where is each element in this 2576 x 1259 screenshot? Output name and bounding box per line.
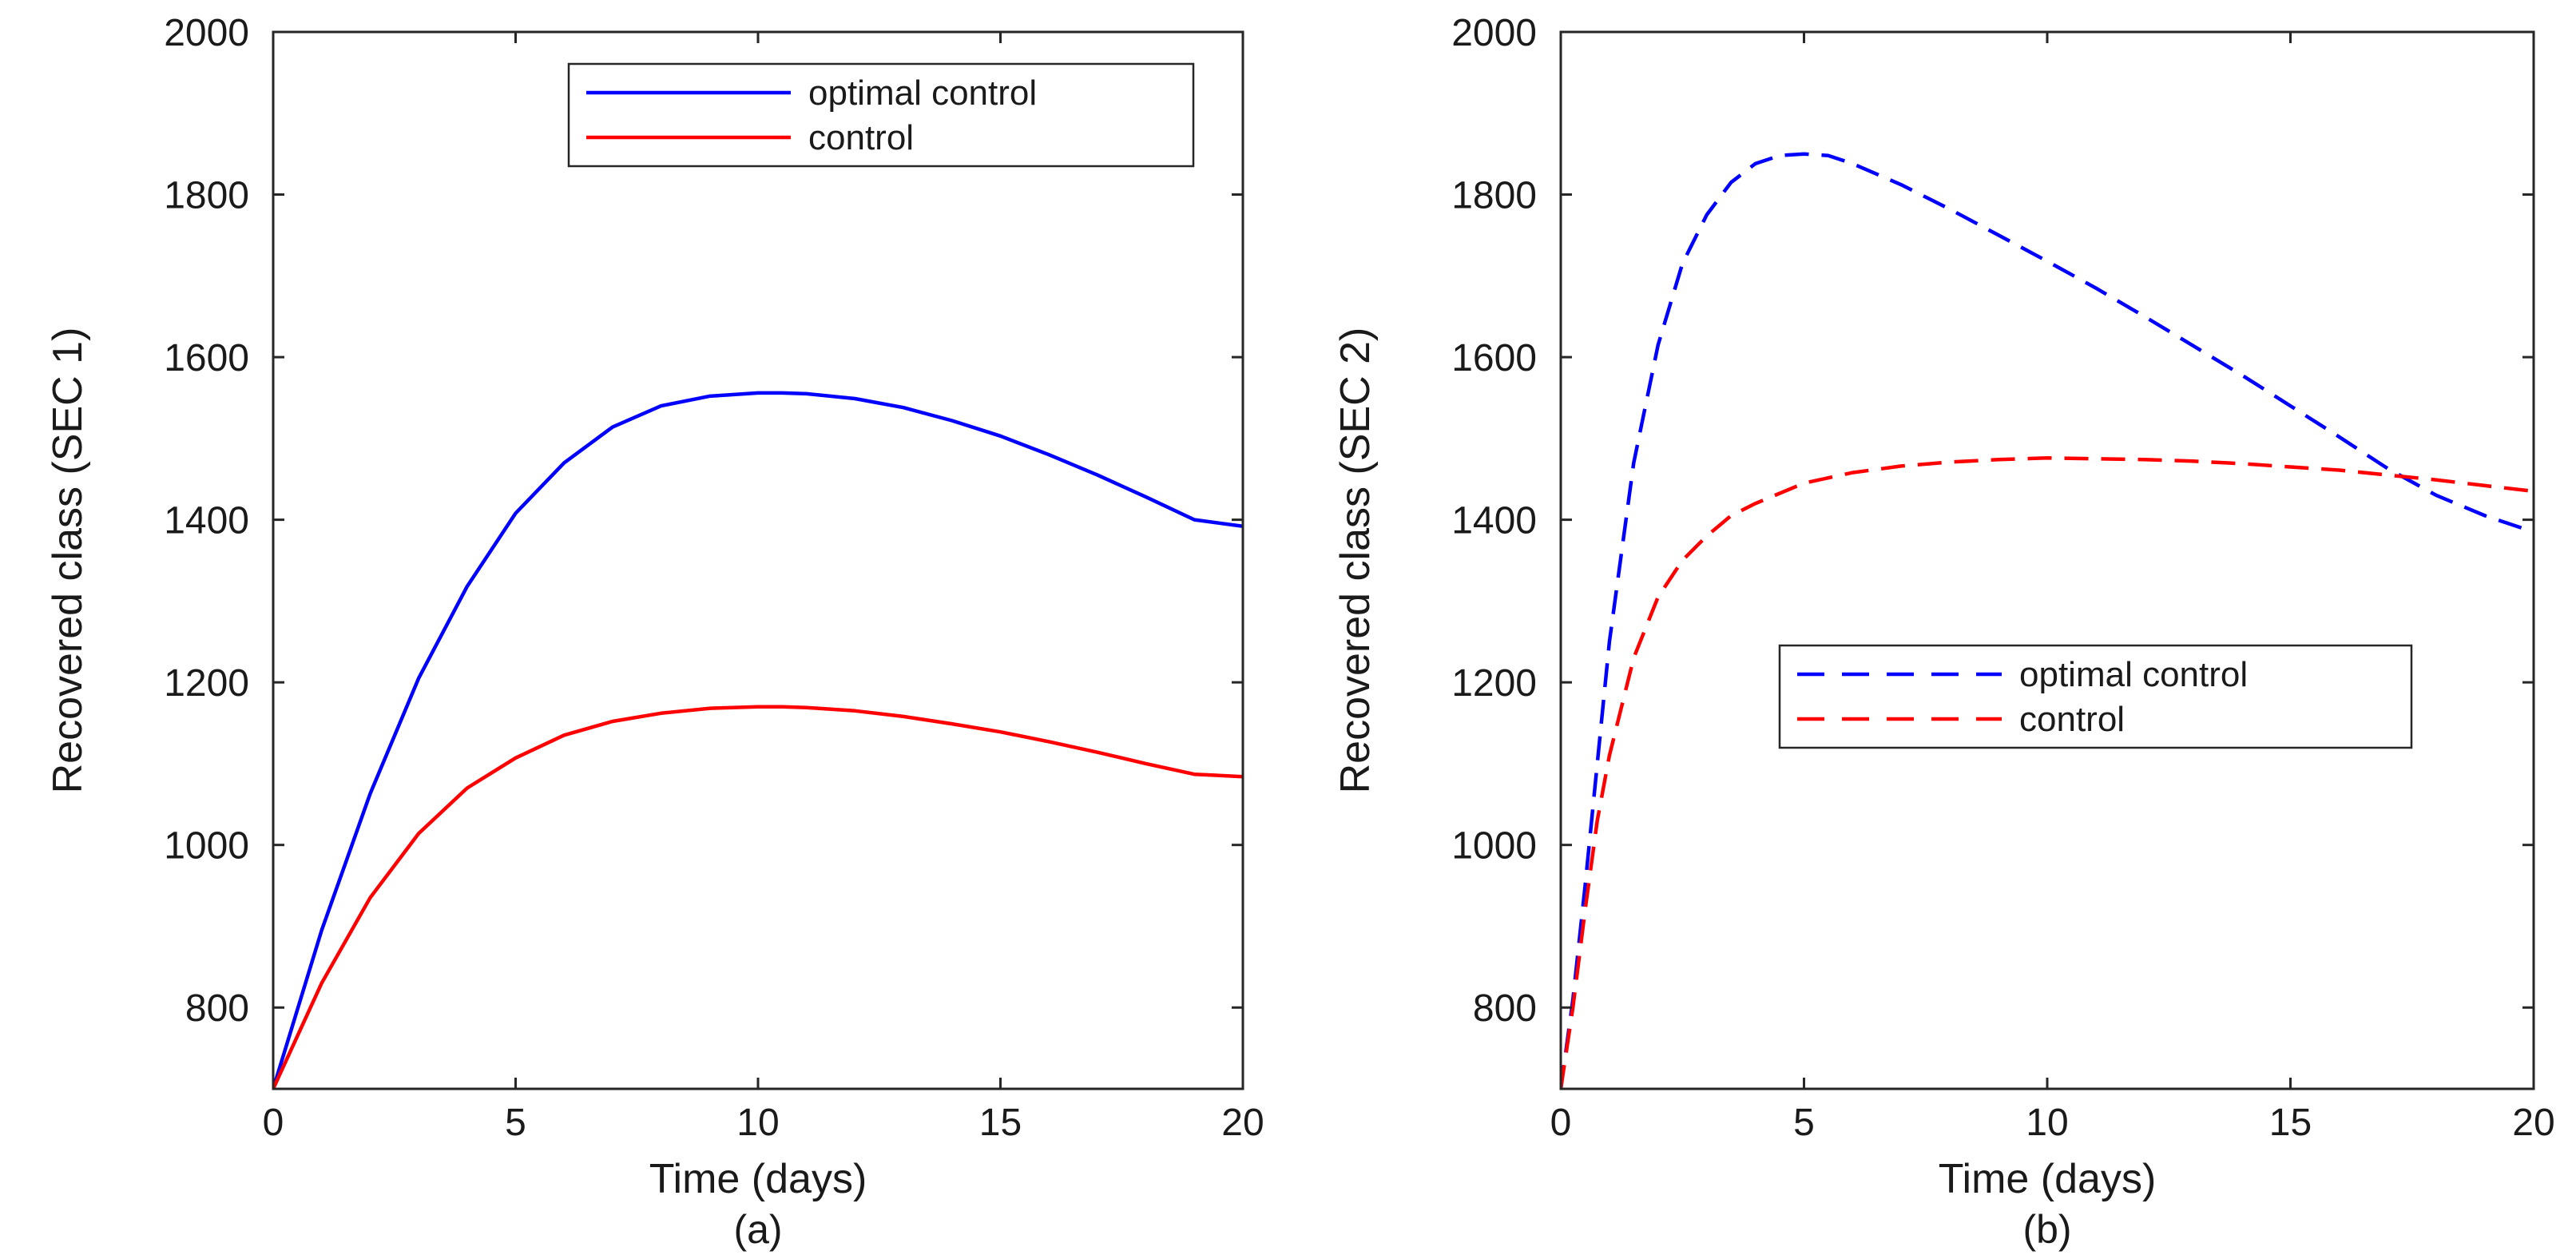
y-tick-label: 1400 — [1451, 500, 1537, 542]
legend-label: optimal control — [808, 73, 1037, 113]
legend-box — [567, 62, 1195, 168]
y-tick-label: 1800 — [164, 175, 249, 217]
y-tick-label: 1000 — [1451, 825, 1537, 868]
x-tick-label: 0 — [263, 1102, 284, 1144]
series-line-control-a — [273, 705, 1243, 1089]
axes-frame — [1559, 30, 2535, 1090]
panel-caption: (b) — [2022, 1207, 2071, 1252]
y-tick-label: 800 — [185, 987, 249, 1030]
x-tick-label: 5 — [505, 1102, 526, 1144]
y-tick-label: 2000 — [1451, 12, 1537, 54]
legend-label: optimal control — [2019, 655, 2248, 694]
legend-label: control — [808, 118, 914, 157]
legend: optimal control control — [1778, 644, 2413, 749]
y-tick-label: 1800 — [1451, 175, 1537, 217]
y-axis-label: Recovered class (SEC 2) — [1332, 328, 1379, 794]
axes-frame — [272, 30, 1244, 1090]
y-tick-label: 1200 — [1451, 662, 1537, 705]
y-tick-label: 2000 — [164, 12, 249, 54]
y-tick-label: 1000 — [164, 825, 249, 868]
series-line-control-b — [1561, 456, 2534, 1089]
x-tick-label: 10 — [736, 1102, 779, 1144]
legend: optimal control control — [567, 62, 1195, 168]
x-axis-label: Time (days) — [649, 1156, 867, 1202]
x-tick-label: 20 — [1221, 1102, 1264, 1144]
series-line-optimal-control-a — [273, 391, 1243, 1089]
y-tick-label: 1200 — [164, 662, 249, 705]
x-tick-label: 5 — [1793, 1102, 1815, 1144]
x-tick-label: 15 — [979, 1102, 1022, 1144]
x-tick-label: 20 — [2512, 1102, 2554, 1144]
panel-a: 0 5 10 15 20 800 1000 1200 1400 1600 1800 2000 Time … — [45, 12, 1264, 1252]
x-axis-label: Time (days) — [1939, 1156, 2157, 1202]
panel-b: 0 5 10 15 20 800 1000 1200 1400 1600 1800 2000 Time … — [1332, 12, 2555, 1252]
y-tick-label: 1400 — [164, 500, 249, 542]
y-tick-label: 800 — [1473, 987, 1537, 1030]
x-tick-label: 10 — [2026, 1102, 2068, 1144]
x-tick-label: 15 — [2269, 1102, 2312, 1144]
y-tick-label: 1600 — [1451, 337, 1537, 379]
panel-caption: (a) — [733, 1207, 782, 1252]
y-axis-label: Recovered class (SEC 1) — [45, 328, 91, 794]
y-tick-label: 1600 — [164, 337, 249, 379]
series-line-optimal-control-b — [1561, 152, 2534, 1089]
legend-label: control — [2019, 700, 2125, 739]
legend-box — [1778, 644, 2413, 749]
x-tick-label: 0 — [1550, 1102, 1572, 1144]
